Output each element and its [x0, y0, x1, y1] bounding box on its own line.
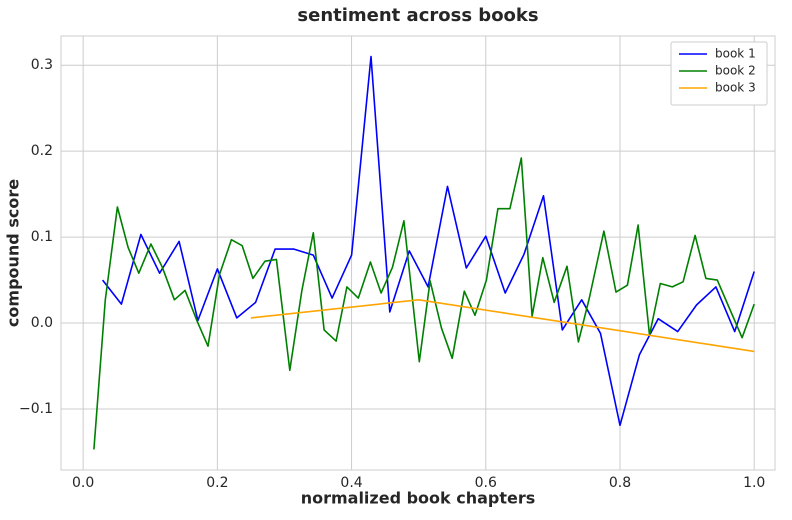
series-line [93, 157, 755, 450]
x-axis-label: normalized book chapters [301, 489, 536, 508]
legend-label: book 3 [715, 81, 756, 95]
legend-label: book 2 [715, 64, 756, 78]
legend-label: book 1 [715, 47, 756, 61]
x-tick-label: 0.4 [340, 475, 362, 491]
chart-title: sentiment across books [297, 5, 538, 26]
series-line [101, 55, 755, 427]
y-tick-label: 0.3 [31, 57, 53, 73]
x-tick-label: 0.8 [609, 475, 631, 491]
y-tick-label: −0.1 [19, 401, 53, 417]
y-tick-label: 0.2 [31, 143, 53, 159]
series-line [250, 298, 755, 353]
x-tick-label: 0.2 [206, 475, 228, 491]
x-tick-label: 1.0 [743, 475, 765, 491]
x-tick-label: 0.0 [72, 475, 94, 491]
y-tick-label: 0.1 [31, 229, 53, 245]
legend: book 1 book 2 book 3 [670, 41, 768, 106]
x-tick-label: 0.6 [475, 475, 497, 491]
plot-frame [60, 35, 776, 471]
legend-box [670, 41, 768, 106]
plot [93, 55, 755, 450]
y-tick-label: 0.0 [31, 315, 53, 331]
y-axis-label: compound score [4, 179, 23, 327]
